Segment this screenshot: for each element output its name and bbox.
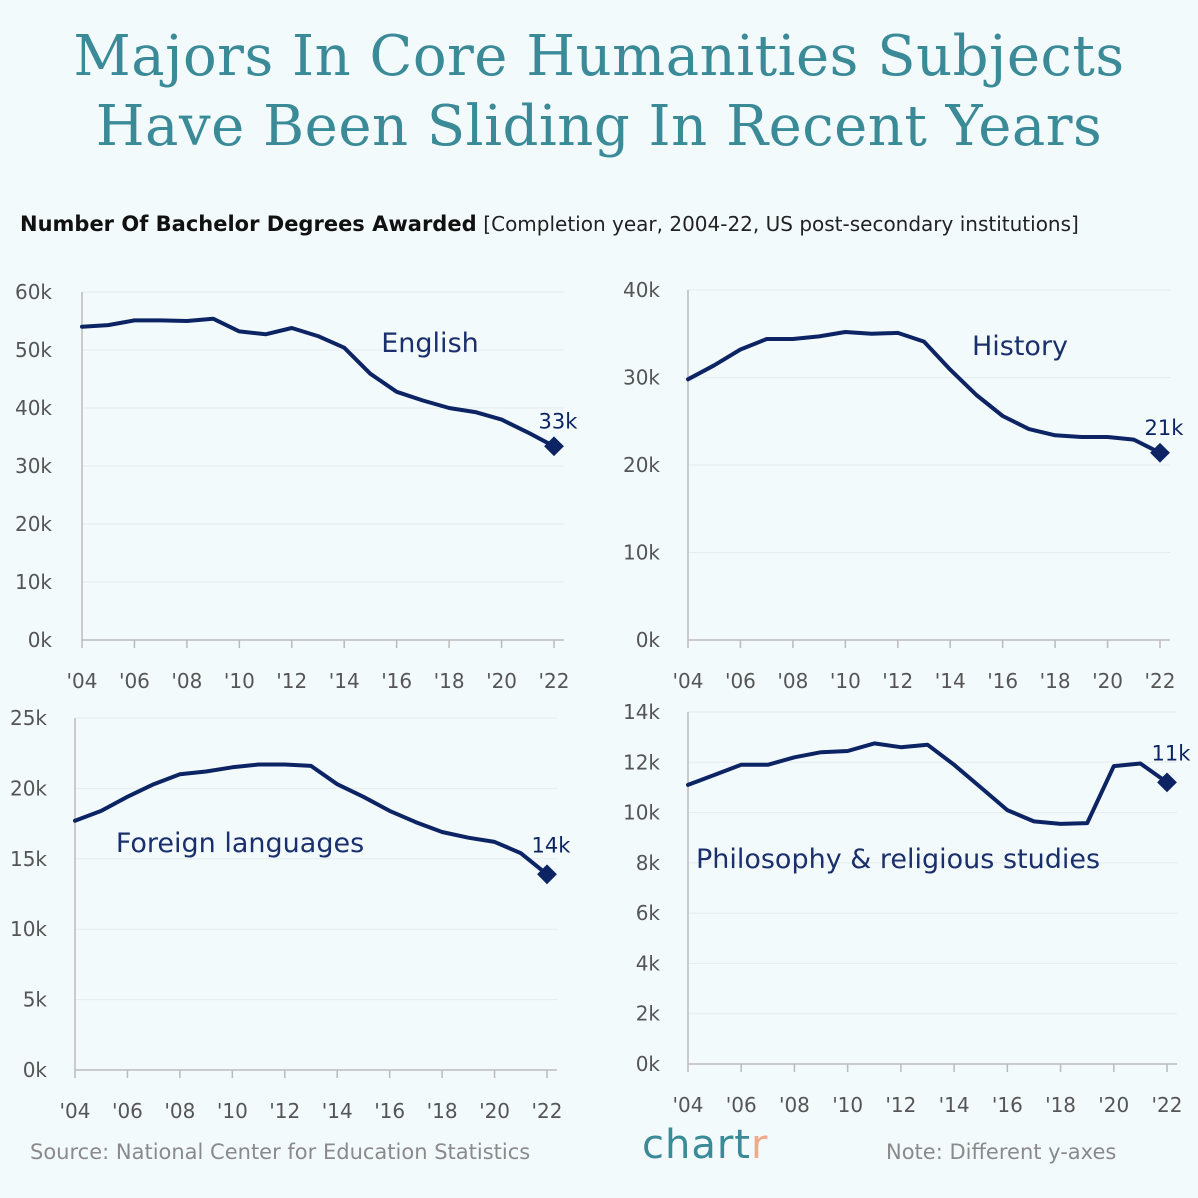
x-tick-label: '10 <box>832 1093 863 1117</box>
y-tick-label: 0k <box>28 628 53 652</box>
y-tick-label: 12k <box>623 750 660 774</box>
y-tick-label: 50k <box>15 338 52 362</box>
x-tick-label: '18 <box>427 1099 458 1123</box>
x-tick-label: '20 <box>1098 1093 1129 1117</box>
x-tick-label: '22 <box>532 1099 563 1123</box>
x-tick-label: '12 <box>276 669 307 693</box>
x-tick-label: '20 <box>479 1099 510 1123</box>
x-tick-label: '22 <box>1145 669 1176 693</box>
end-point-marker <box>1157 772 1177 793</box>
x-tick-label: '08 <box>164 1099 195 1123</box>
panel-foreign-languages: 0k 5k 10k 15k 20k 25k '04 '06 '08 '10 '12 '14 '16 '18… <box>10 706 571 1123</box>
y-tick-label: 0k <box>636 1052 661 1076</box>
x-tick-label: '08 <box>777 669 808 693</box>
x-tick-label: '06 <box>112 1099 143 1123</box>
x-tick-label: '14 <box>935 669 966 693</box>
y-tick-label: 30k <box>15 454 52 478</box>
brand-accent: r <box>750 1122 769 1168</box>
series-line <box>73 762 549 877</box>
x-tick-label: '18 <box>1040 669 1071 693</box>
y-tick-label: 30k <box>623 366 660 390</box>
y-tick-label: 8k <box>636 851 661 875</box>
panel-history: 0k 10k 20k 30k 40k '04 '06 '08 '10 '12 '14 '16 '18 '2… <box>623 278 1184 693</box>
x-tick-label: '12 <box>885 1093 916 1117</box>
y-tick-label: 25k <box>10 706 47 730</box>
y-tick-label: 2k <box>636 1002 661 1026</box>
x-tick-label: '18 <box>1045 1093 1076 1117</box>
x-tick-label: '12 <box>269 1099 300 1123</box>
y-tick-label: 10k <box>15 570 52 594</box>
x-tick-label: '18 <box>434 669 465 693</box>
x-tick-label: '16 <box>987 669 1018 693</box>
x-tick-label: '08 <box>171 669 202 693</box>
series-label: English <box>381 328 479 359</box>
end-point-marker <box>537 864 557 885</box>
x-tick-label: '12 <box>882 669 913 693</box>
x-tick-label: '06 <box>726 1093 757 1117</box>
end-value-label: 33k <box>539 409 579 433</box>
series-label: Philosophy & religious studies <box>696 844 1100 875</box>
y-tick-label: 0k <box>23 1058 48 1082</box>
x-tick-label: '04 <box>673 669 704 693</box>
brand-logo: chartr <box>642 1122 768 1168</box>
axes-note: Note: Different y-axes <box>886 1140 1117 1164</box>
x-tick-label: '08 <box>779 1093 810 1117</box>
x-tick-label: '16 <box>381 669 412 693</box>
y-tick-label: 15k <box>10 847 47 871</box>
x-tick-label: '14 <box>939 1093 970 1117</box>
x-tick-label: '14 <box>322 1099 353 1123</box>
x-tick-label: '20 <box>486 669 517 693</box>
title-line-1: Majors In Core Humanities Subjects <box>73 24 1125 89</box>
end-value-label: 21k <box>1145 416 1185 440</box>
y-tick-label: 40k <box>15 396 52 420</box>
y-tick-label: 10k <box>10 917 47 941</box>
subtitle-note: [Completion year, 2004-22, US post-secon… <box>483 212 1079 236</box>
series-line <box>686 741 1169 826</box>
y-tick-label: 4k <box>636 951 661 975</box>
x-tick-label: '10 <box>217 1099 248 1123</box>
x-tick-label: '20 <box>1092 669 1123 693</box>
x-tick-label: '10 <box>224 669 255 693</box>
subtitle: Number Of Bachelor Degrees Awarded [Comp… <box>20 212 1198 236</box>
end-value-label: 11k <box>1152 741 1192 765</box>
subtitle-main: Number Of Bachelor Degrees Awarded <box>20 212 477 236</box>
title-line-2: Have Been Sliding In Recent Years <box>95 94 1103 159</box>
y-tick-label: 20k <box>623 453 660 477</box>
x-tick-label: '22 <box>539 669 570 693</box>
y-tick-label: 20k <box>10 776 47 800</box>
series-line <box>80 316 556 449</box>
panel-english: 0k 10k 20k 30k 40k 50k 60k '04 '06 '08 '10 '12 '14 '1… <box>15 280 578 693</box>
x-tick-label: '04 <box>67 669 98 693</box>
panel-philosophy-religious-studies: 0k 2k 4k 6k 8k 10k 12k 14k '04 '06 '08 '10 '12 '14 '16… <box>623 700 1191 1117</box>
x-tick-label: '14 <box>329 669 360 693</box>
y-tick-label: 20k <box>15 512 52 536</box>
end-point-marker <box>544 436 564 457</box>
x-tick-label: '16 <box>992 1093 1023 1117</box>
x-tick-label: '04 <box>673 1093 704 1117</box>
y-tick-label: 5k <box>23 988 48 1012</box>
y-tick-label: 0k <box>636 628 661 652</box>
x-tick-label: '22 <box>1152 1093 1183 1117</box>
x-tick-label: '16 <box>374 1099 405 1123</box>
series-label: History <box>972 331 1068 362</box>
y-tick-label: 60k <box>15 280 52 304</box>
x-tick-label: '06 <box>119 669 150 693</box>
source-note: Source: National Center for Education St… <box>30 1140 531 1164</box>
y-tick-label: 40k <box>623 278 660 302</box>
x-tick-label: '06 <box>725 669 756 693</box>
brand-text: chart <box>642 1122 751 1168</box>
y-tick-label: 10k <box>623 801 660 825</box>
end-value-label: 14k <box>532 833 572 857</box>
x-tick-label: '04 <box>60 1099 91 1123</box>
chart-title: Majors In Core Humanities Subjects Have … <box>0 22 1198 162</box>
series-line <box>686 330 1162 455</box>
y-tick-label: 6k <box>636 901 661 925</box>
end-point-marker <box>1150 442 1170 463</box>
y-tick-label: 14k <box>623 700 660 724</box>
y-tick-label: 10k <box>623 541 660 565</box>
x-tick-label: '10 <box>830 669 861 693</box>
series-label: Foreign languages <box>116 828 364 859</box>
